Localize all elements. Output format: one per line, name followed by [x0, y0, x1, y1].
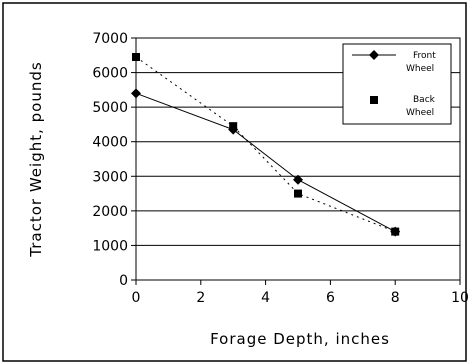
legend-back-square-icon	[370, 96, 378, 104]
back-wheel-point	[229, 122, 238, 131]
y-tick-label: 0	[119, 273, 128, 289]
back-wheel-point	[391, 227, 400, 236]
x-tick-label: 2	[196, 290, 205, 306]
legend-box	[342, 43, 452, 125]
data-series	[131, 53, 401, 237]
legend: Front Wheel Back Wheel	[342, 43, 452, 125]
x-tick-label: 0	[132, 290, 141, 306]
legend-back-label-1: Back	[413, 95, 436, 105]
y-tick-label: 3000	[92, 169, 128, 185]
y-tick-label: 4000	[92, 135, 128, 151]
y-tick-label: 5000	[92, 100, 128, 116]
axes	[131, 37, 461, 285]
x-tick-label: 10	[451, 290, 469, 306]
legend-front-label-2: Wheel	[406, 64, 434, 74]
legend-front-label-1: Front	[413, 51, 436, 61]
y-tick-label: 1000	[92, 238, 128, 254]
x-tick-label: 4	[261, 290, 270, 306]
y-tick-label: 6000	[92, 66, 128, 82]
y-axis-title: Tractor Weight, pounds	[27, 61, 45, 257]
x-tick-label: 8	[391, 290, 400, 306]
back-wheel-point	[294, 189, 302, 198]
back-wheel-point	[132, 53, 140, 62]
legend-back-label-2: Wheel	[406, 108, 434, 118]
front-wheel-series-line	[135, 92, 396, 233]
legend-front-diamond-icon	[369, 50, 379, 60]
tick-labels: 0 1000 2000 3000 4000 5000 6000 7000 0 2 4 6 8 10	[92, 31, 469, 306]
x-axis-title: Forage Depth, inches	[210, 330, 390, 348]
front-wheel-point	[131, 88, 141, 99]
x-tick-label: 6	[326, 290, 335, 306]
y-tick-label: 2000	[92, 204, 128, 220]
back-wheel-series-line	[135, 56, 396, 233]
front-wheel-point	[293, 174, 303, 185]
y-tick-label: 7000	[92, 31, 128, 47]
